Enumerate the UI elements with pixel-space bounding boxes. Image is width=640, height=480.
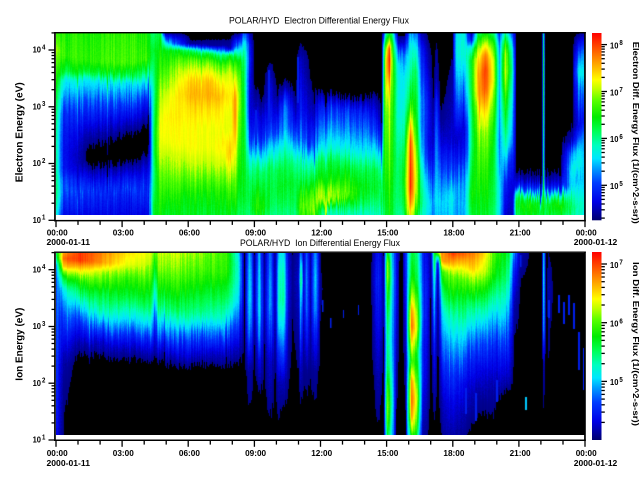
svg-text:10: 10 — [33, 378, 42, 388]
svg-text:Electron Energy (eV): Electron Energy (eV) — [15, 82, 26, 182]
svg-text:2: 2 — [42, 158, 45, 165]
svg-text:10: 10 — [610, 377, 619, 387]
svg-text:00:00: 00:00 — [576, 448, 597, 458]
svg-text:7: 7 — [619, 260, 622, 267]
svg-text:10: 10 — [610, 134, 619, 144]
svg-text:10: 10 — [610, 181, 619, 191]
svg-text:10: 10 — [33, 45, 42, 55]
svg-text:15:00: 15:00 — [377, 228, 398, 238]
svg-text:09:00: 09:00 — [245, 228, 266, 238]
svg-text:10: 10 — [33, 101, 42, 111]
svg-text:6: 6 — [619, 134, 622, 141]
svg-text:10: 10 — [610, 260, 619, 270]
svg-text:1: 1 — [42, 215, 45, 222]
svg-text:09:00: 09:00 — [245, 448, 266, 458]
svg-text:10: 10 — [33, 264, 42, 274]
svg-text:Ion Diff. Energy Flux (1/(cm^2: Ion Diff. Energy Flux (1/(cm^2-s-sr)) — [631, 262, 640, 426]
svg-text:Ion Energy (eV): Ion Energy (eV) — [15, 308, 26, 381]
svg-text:00:00: 00:00 — [47, 228, 68, 238]
svg-text:5: 5 — [619, 181, 622, 188]
svg-text:18:00: 18:00 — [443, 228, 464, 238]
svg-text:21:00: 21:00 — [510, 228, 531, 238]
svg-text:10: 10 — [610, 87, 619, 97]
svg-text:4: 4 — [42, 264, 45, 271]
svg-text:8: 8 — [619, 40, 622, 47]
svg-text:3: 3 — [42, 321, 45, 328]
svg-text:10: 10 — [33, 321, 42, 331]
svg-text:2: 2 — [42, 378, 45, 385]
svg-text:10: 10 — [33, 435, 42, 445]
svg-text:00:00: 00:00 — [576, 228, 597, 238]
svg-text:15:00: 15:00 — [377, 448, 398, 458]
svg-text:7: 7 — [619, 87, 622, 94]
svg-text:10: 10 — [33, 158, 42, 168]
svg-text:5: 5 — [619, 377, 622, 384]
svg-text:POLAR/HYD Ion Differential En: POLAR/HYD Ion Differential Energy Flux — [240, 238, 400, 248]
svg-text:03:00: 03:00 — [113, 228, 134, 238]
svg-text:2000-01-11: 2000-01-11 — [47, 237, 91, 247]
svg-text:03:00: 03:00 — [113, 448, 134, 458]
svg-text:2000-01-11: 2000-01-11 — [47, 458, 91, 468]
svg-text:6: 6 — [619, 318, 622, 325]
svg-text:06:00: 06:00 — [179, 448, 200, 458]
svg-text:4: 4 — [42, 44, 45, 51]
svg-text:Electron Diff. Energy Flux (1/: Electron Diff. Energy Flux (1/(cm^2-s-sr… — [631, 42, 640, 224]
svg-text:06:00: 06:00 — [179, 228, 200, 238]
svg-text:21:00: 21:00 — [510, 448, 531, 458]
svg-text:2000-01-12: 2000-01-12 — [574, 458, 618, 468]
svg-text:12:00: 12:00 — [311, 228, 332, 238]
svg-text:00:00: 00:00 — [47, 448, 68, 458]
svg-text:3: 3 — [42, 101, 45, 108]
svg-text:1: 1 — [42, 434, 45, 441]
svg-text:18:00: 18:00 — [443, 448, 464, 458]
svg-text:10: 10 — [33, 215, 42, 225]
svg-text:2000-01-12: 2000-01-12 — [574, 237, 618, 247]
svg-text:12:00: 12:00 — [311, 448, 332, 458]
svg-text:10: 10 — [610, 319, 619, 329]
svg-text:10: 10 — [610, 40, 619, 50]
svg-text:POLAR/HYD Electron Differenti: POLAR/HYD Electron Differential Energy F… — [229, 15, 409, 25]
